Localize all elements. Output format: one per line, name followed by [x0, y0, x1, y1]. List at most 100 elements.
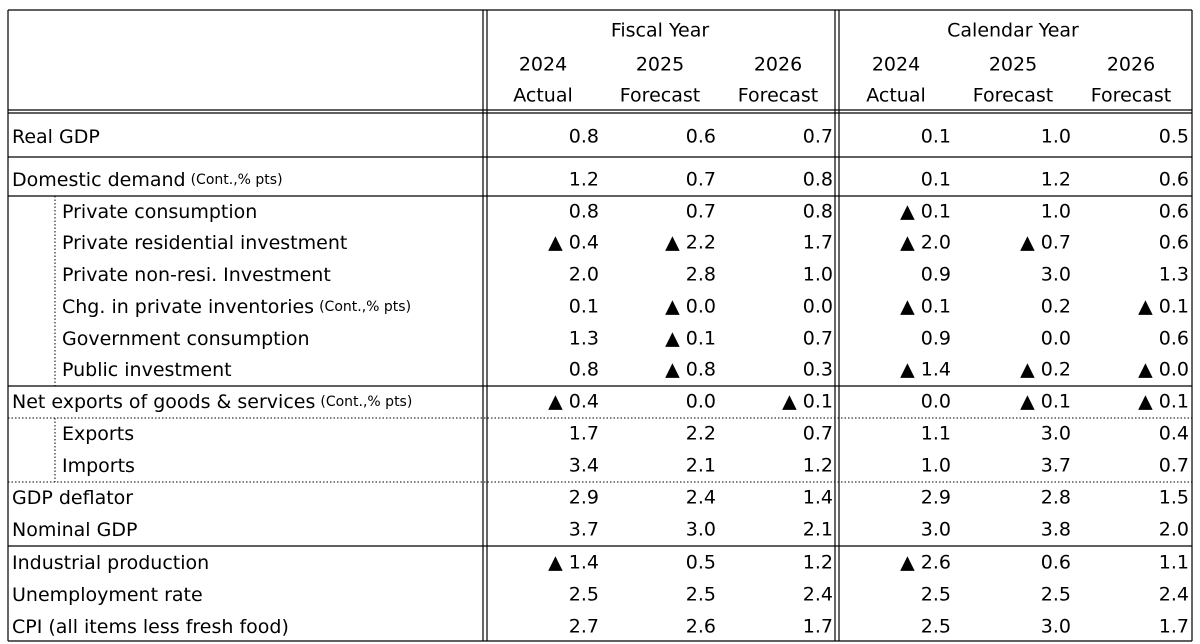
cell-value: 2.4 — [803, 584, 833, 606]
cell-value: 2.7 — [569, 616, 599, 638]
cell-value: 2.4 — [1159, 584, 1189, 606]
cell-value: ▲ 0.4 — [548, 232, 599, 254]
cell-value: 1.2 — [1041, 169, 1071, 191]
cell-value: 2.2 — [686, 423, 716, 445]
row-label: Domestic demand (Cont.,% pts) — [12, 169, 283, 191]
cell-value: 1.1 — [1159, 552, 1189, 574]
cell-value: 2.5 — [921, 584, 951, 606]
cell-value: 0.2 — [1041, 296, 1071, 318]
cell-value: 0.8 — [803, 201, 833, 223]
cell-value: ▲ 0.1 — [1138, 296, 1189, 318]
cell-value: 1.4 — [803, 487, 833, 509]
cell-value: ▲ 0.7 — [1020, 232, 1071, 254]
cell-value: 0.6 — [1159, 201, 1189, 223]
row-label: Private non-resi. Investment — [62, 264, 331, 286]
cell-value: 0.0 — [686, 391, 716, 413]
row-label: Imports — [62, 455, 135, 477]
cell-value: 2.4 — [686, 487, 716, 509]
cell-value: 2.9 — [921, 487, 951, 509]
row-label: Government consumption — [62, 328, 310, 350]
label-text: Net exports of goods & services — [12, 391, 315, 413]
cell-value: 1.5 — [1159, 487, 1189, 509]
cell-value: ▲ 2.2 — [665, 232, 716, 254]
year-header: 2024 — [872, 54, 920, 76]
cell-value: 0.0 — [1041, 328, 1071, 350]
label-text: Chg. in private inventories — [62, 296, 314, 318]
cell-value: 3.7 — [569, 519, 599, 541]
cell-value: ▲ 0.1 — [665, 328, 716, 350]
cell-value: 1.3 — [569, 328, 599, 350]
cell-value: 2.5 — [921, 616, 951, 638]
cell-value: 0.9 — [921, 264, 951, 286]
cell-value: 3.8 — [1041, 519, 1071, 541]
row-label: Private residential investment — [62, 232, 347, 254]
label-note: (Cont.,% pts) — [319, 299, 411, 315]
cell-value: 2.6 — [686, 616, 716, 638]
row-label: Unemployment rate — [12, 584, 203, 606]
label-note: (Cont.,% pts) — [320, 394, 412, 410]
kind-header: Forecast — [1091, 85, 1171, 107]
row-label: Nominal GDP — [12, 519, 137, 541]
cell-value: ▲ 0.1 — [900, 201, 951, 223]
cell-value: 0.1 — [921, 169, 951, 191]
cell-value: 0.8 — [569, 126, 599, 148]
cell-value: 0.0 — [921, 391, 951, 413]
year-header: 2024 — [519, 54, 567, 76]
kind-header: Forecast — [620, 85, 700, 107]
cell-value: 2.5 — [686, 584, 716, 606]
row-label: Chg. in private inventories (Cont.,% pts) — [62, 296, 411, 318]
row-label: Net exports of goods & services (Cont.,% … — [12, 391, 412, 413]
label-text: Domestic demand — [12, 169, 186, 191]
cell-value: ▲ 0.4 — [548, 391, 599, 413]
cell-value: 1.2 — [569, 169, 599, 191]
cell-value: 0.7 — [803, 423, 833, 445]
cell-value: 1.2 — [803, 552, 833, 574]
cell-value: ▲ 1.4 — [900, 359, 951, 381]
cell-value: 3.0 — [1041, 264, 1071, 286]
cell-value: 0.7 — [1159, 455, 1189, 477]
label-text: Private consumption — [62, 201, 257, 223]
year-header: 2025 — [636, 54, 684, 76]
cell-value: 1.7 — [803, 616, 833, 638]
cell-value: ▲ 0.0 — [665, 296, 716, 318]
kind-header: Actual — [513, 85, 573, 107]
cell-value: 3.7 — [1041, 455, 1071, 477]
row-label: GDP deflator — [12, 487, 133, 509]
cell-value: 3.0 — [686, 519, 716, 541]
kind-header: Forecast — [973, 85, 1053, 107]
cell-value: 2.1 — [686, 455, 716, 477]
cell-value: 0.6 — [1041, 552, 1071, 574]
group-header: Fiscal Year — [611, 20, 710, 42]
label-text: Real GDP — [12, 126, 100, 148]
cell-value: 1.2 — [803, 455, 833, 477]
cell-value: 2.1 — [803, 519, 833, 541]
cell-value: 0.7 — [686, 169, 716, 191]
label-text: Nominal GDP — [12, 519, 137, 541]
kind-header: Actual — [866, 85, 926, 107]
cell-value: 2.8 — [1041, 487, 1071, 509]
cell-value: 0.1 — [921, 126, 951, 148]
year-header: 2026 — [1107, 54, 1155, 76]
cell-value: 0.9 — [921, 328, 951, 350]
cell-value: ▲ 0.0 — [1138, 359, 1189, 381]
cell-value: 0.1 — [569, 296, 599, 318]
year-header: 2026 — [754, 54, 802, 76]
cell-value: 1.1 — [921, 423, 951, 445]
cell-value: 2.9 — [569, 487, 599, 509]
cell-value: ▲ 1.4 — [548, 552, 599, 574]
label-text: Exports — [62, 423, 134, 445]
cell-value: 2.8 — [686, 264, 716, 286]
cell-value: ▲ 2.6 — [900, 552, 951, 574]
cell-value: 1.3 — [1159, 264, 1189, 286]
cell-value: ▲ 2.0 — [900, 232, 951, 254]
cell-value: 2.0 — [569, 264, 599, 286]
cell-value: 2.5 — [1041, 584, 1071, 606]
row-label: Industrial production — [12, 552, 209, 574]
row-label: Private consumption — [62, 201, 257, 223]
row-label: Real GDP — [12, 126, 100, 148]
cell-value: 3.0 — [1041, 616, 1071, 638]
label-text: Government consumption — [62, 328, 310, 350]
cell-value: 2.5 — [569, 584, 599, 606]
label-text: Imports — [62, 455, 135, 477]
label-text: Private residential investment — [62, 232, 347, 254]
